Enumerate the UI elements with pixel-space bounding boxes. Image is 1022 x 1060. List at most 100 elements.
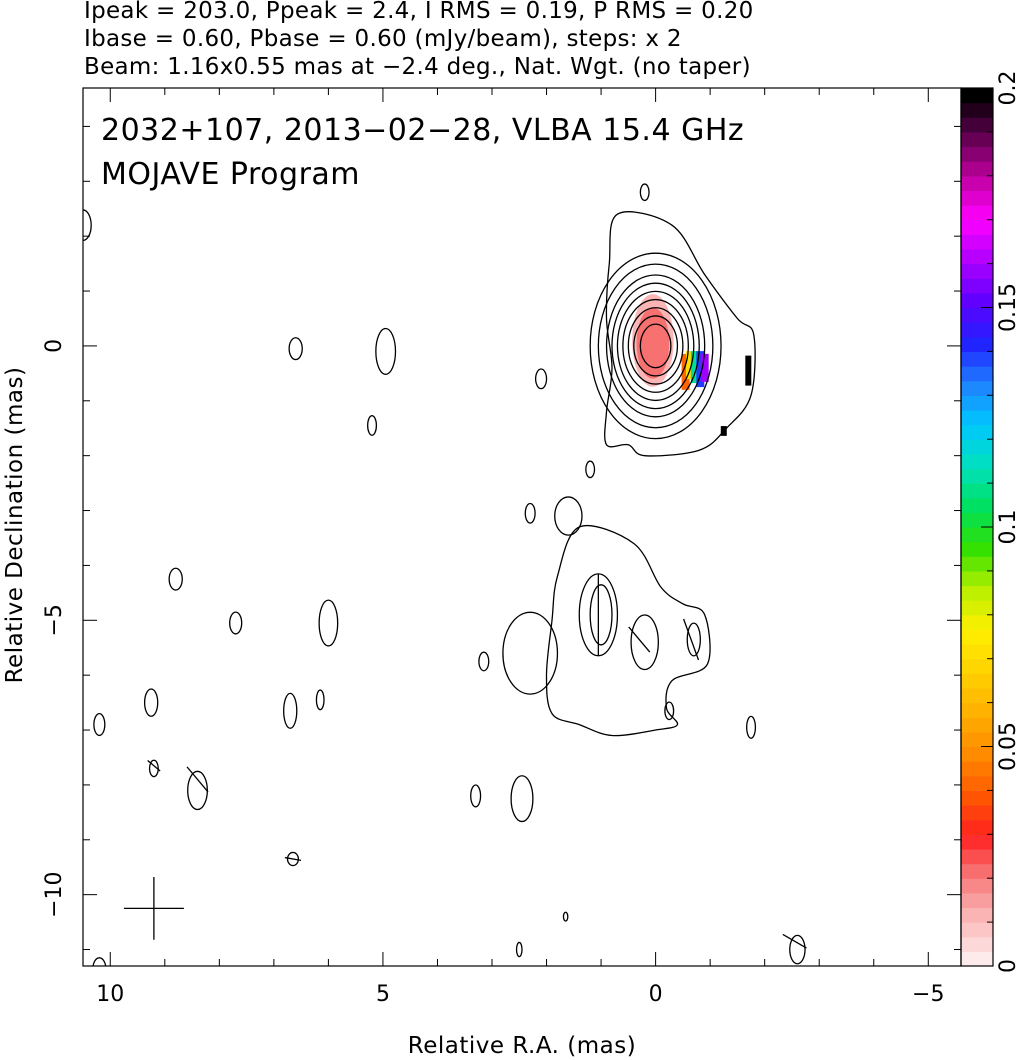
noise-contour bbox=[664, 701, 675, 721]
colorbar-segment bbox=[961, 878, 993, 894]
colorbar-segment bbox=[961, 424, 993, 440]
noise-contour bbox=[315, 689, 325, 711]
noise-contour bbox=[510, 775, 534, 823]
colorbar-segment bbox=[961, 805, 993, 821]
noise-contour bbox=[585, 460, 596, 479]
jet-component-contour bbox=[545, 525, 711, 737]
core-outer-contour bbox=[604, 211, 756, 457]
noise-contour bbox=[318, 599, 339, 647]
colorbar-segment bbox=[961, 892, 993, 909]
x-tick-label: −5 bbox=[912, 982, 944, 1007]
noise-contour bbox=[554, 496, 583, 536]
y-tick-label: −5 bbox=[42, 604, 67, 636]
colorbar-segment bbox=[961, 322, 993, 338]
header-line-1: Ipeak = 203.0, Ppeak = 2.4, I RMS = 0.19… bbox=[84, 0, 754, 24]
noise-contour bbox=[288, 337, 303, 361]
polarization-pixel bbox=[681, 353, 690, 390]
colorbar-segment bbox=[961, 88, 993, 104]
colorbar-segment bbox=[961, 409, 993, 426]
x-tick-label: 5 bbox=[376, 982, 390, 1007]
colorbar-segment bbox=[961, 205, 993, 221]
colorbar-segment bbox=[961, 629, 993, 645]
polarization-pixel bbox=[685, 351, 694, 380]
colorbar-tick-label: 0 bbox=[996, 959, 1021, 973]
noise-contour bbox=[478, 651, 490, 672]
colorbar-segment bbox=[961, 731, 993, 748]
noise-contour bbox=[143, 688, 159, 717]
colorbar-segment bbox=[961, 527, 993, 543]
header-line-3: Beam: 1.16x0.55 mas at −2.4 deg., Nat. W… bbox=[84, 54, 751, 80]
colorbar-segment bbox=[961, 117, 993, 133]
colorbar-segment bbox=[961, 614, 993, 631]
x-axis-label: Relative R.A. (mas) bbox=[408, 1033, 636, 1059]
jet-inner-contour bbox=[630, 614, 659, 671]
colorbar-segment bbox=[961, 907, 993, 923]
colorbar-tick-label: 0.05 bbox=[996, 722, 1021, 771]
colorbar-segment bbox=[961, 234, 993, 250]
core-contour bbox=[616, 290, 695, 402]
colorbar-segment bbox=[961, 248, 993, 265]
header-line-2: Ibase = 0.60, Pbase = 0.60 (mJy/beam), s… bbox=[84, 26, 682, 52]
noise-contour bbox=[639, 183, 650, 202]
vector-layer bbox=[123, 355, 807, 949]
plot-frame bbox=[82, 87, 962, 967]
noise-contour bbox=[524, 502, 536, 524]
colorbar-segment bbox=[961, 278, 993, 294]
polarization-pixel bbox=[700, 353, 709, 382]
noise-contour bbox=[283, 692, 298, 729]
y-tick-label: −10 bbox=[42, 871, 67, 917]
chart-subtitle: MOJAVE Program bbox=[101, 157, 360, 192]
colorbar-segment bbox=[961, 644, 993, 660]
core-contour bbox=[611, 282, 700, 410]
colorbar-segment bbox=[961, 761, 993, 777]
noise-contour bbox=[562, 911, 569, 922]
core-contour bbox=[639, 323, 672, 369]
colorbar-segment bbox=[961, 336, 993, 352]
core-contour bbox=[589, 252, 722, 440]
noise-contour bbox=[286, 851, 300, 867]
polarization-pixel bbox=[696, 351, 705, 388]
colorbar-segment bbox=[961, 453, 993, 470]
noise-contour bbox=[367, 415, 378, 436]
noise-contour bbox=[148, 759, 159, 778]
colorbar-segment bbox=[961, 848, 993, 865]
colorbar-segment bbox=[961, 834, 993, 850]
colorbar: 0 0.05 0.1 0.15 0.2 bbox=[960, 71, 1021, 973]
colorbar-segment bbox=[961, 102, 993, 118]
contour-layer bbox=[83, 183, 806, 966]
polarization-vector bbox=[682, 618, 700, 661]
colorbar-segment bbox=[961, 512, 993, 528]
polarization-vector bbox=[284, 856, 302, 862]
colorbar-segment bbox=[961, 366, 993, 382]
colorbar-segment bbox=[961, 497, 993, 513]
noise-contour bbox=[187, 770, 208, 811]
jet-inner-contour bbox=[686, 622, 701, 657]
polarization-vector bbox=[186, 766, 209, 793]
axis-ticks: 10 5 0 −5 0 −5 −10 bbox=[42, 88, 961, 1007]
colorbar-segment bbox=[961, 131, 993, 148]
polarization-vector bbox=[628, 626, 651, 653]
colorbar-segment bbox=[961, 951, 993, 967]
colorbar-segment bbox=[961, 585, 993, 601]
colorbar-segment bbox=[961, 717, 993, 733]
noise-contour bbox=[502, 611, 559, 695]
colorbar-segment bbox=[961, 863, 993, 879]
colorbar-tick-label: 0.15 bbox=[996, 283, 1021, 332]
colorbar-segment bbox=[961, 263, 993, 279]
colorbar-segment bbox=[961, 468, 993, 484]
colorbar-segment bbox=[961, 702, 993, 718]
polarization-vector bbox=[782, 933, 807, 949]
noise-contour bbox=[746, 715, 757, 739]
colorbar-segment bbox=[961, 746, 993, 762]
colorbar-segment bbox=[961, 936, 993, 952]
y-axis-label: Relative Declination (mas) bbox=[2, 367, 28, 684]
y-tick-label: 0 bbox=[42, 339, 67, 353]
colorbar-segment bbox=[961, 351, 993, 367]
colorbar-segment bbox=[961, 556, 993, 572]
colorbar-segment bbox=[961, 819, 993, 835]
colorbar-segment bbox=[961, 673, 993, 689]
colorbar-segment bbox=[961, 146, 993, 162]
colorbar-segment bbox=[961, 790, 993, 806]
colorbar-segment bbox=[961, 541, 993, 557]
